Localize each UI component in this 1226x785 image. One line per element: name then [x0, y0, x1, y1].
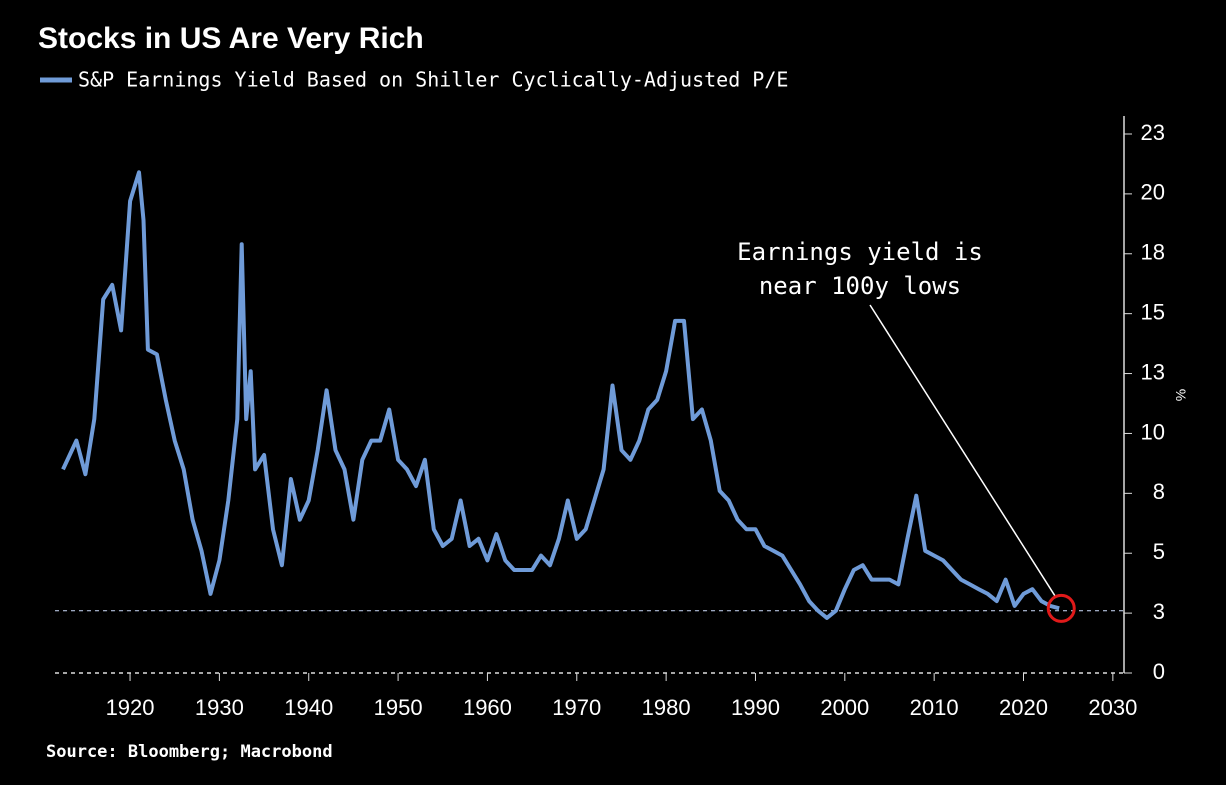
chart-title: Stocks in US Are Very Rich — [38, 22, 424, 55]
x-tick-label: 1980 — [642, 695, 691, 720]
y-tick-label: 8 — [1153, 479, 1165, 504]
x-tick-label: 1960 — [463, 695, 512, 720]
annotation-circle — [1046, 593, 1076, 623]
y-tick-label: 13 — [1141, 359, 1165, 384]
legend-label: S&P Earnings Yield Based on Shiller Cycl… — [78, 68, 788, 92]
y-tick-label: 5 — [1153, 539, 1165, 564]
y-tick-label: 10 — [1141, 419, 1165, 444]
source: Source: Bloomberg; Macrobond — [46, 742, 333, 762]
x-tick-label: 1940 — [284, 695, 333, 720]
y-tick-label: 20 — [1141, 180, 1165, 205]
x-tick-label: 1970 — [552, 695, 601, 720]
x-tick-label: 1920 — [106, 695, 155, 720]
annotation-arrow — [869, 304, 1056, 597]
y-tick-label: 18 — [1141, 240, 1165, 265]
y-axis-label: % — [1173, 389, 1189, 401]
y-tick-label: 0 — [1153, 659, 1165, 684]
annotation-text: near 100y lows — [759, 272, 961, 300]
x-tick-label: 2030 — [1088, 695, 1137, 720]
x-tick-label: 1990 — [731, 695, 780, 720]
x-tick-label: 2000 — [820, 695, 869, 720]
y-tick-label: 23 — [1141, 120, 1165, 145]
x-tick-label: 2020 — [999, 695, 1048, 720]
x-tick-label: 1950 — [374, 695, 423, 720]
annotation-text: Earnings yield is — [737, 238, 983, 266]
y-tick-label: 3 — [1153, 599, 1165, 624]
x-tick-label: 2010 — [910, 695, 959, 720]
y-tick-label: 15 — [1141, 299, 1165, 324]
line-series — [61, 170, 1060, 620]
x-tick-label: 1930 — [195, 695, 244, 720]
